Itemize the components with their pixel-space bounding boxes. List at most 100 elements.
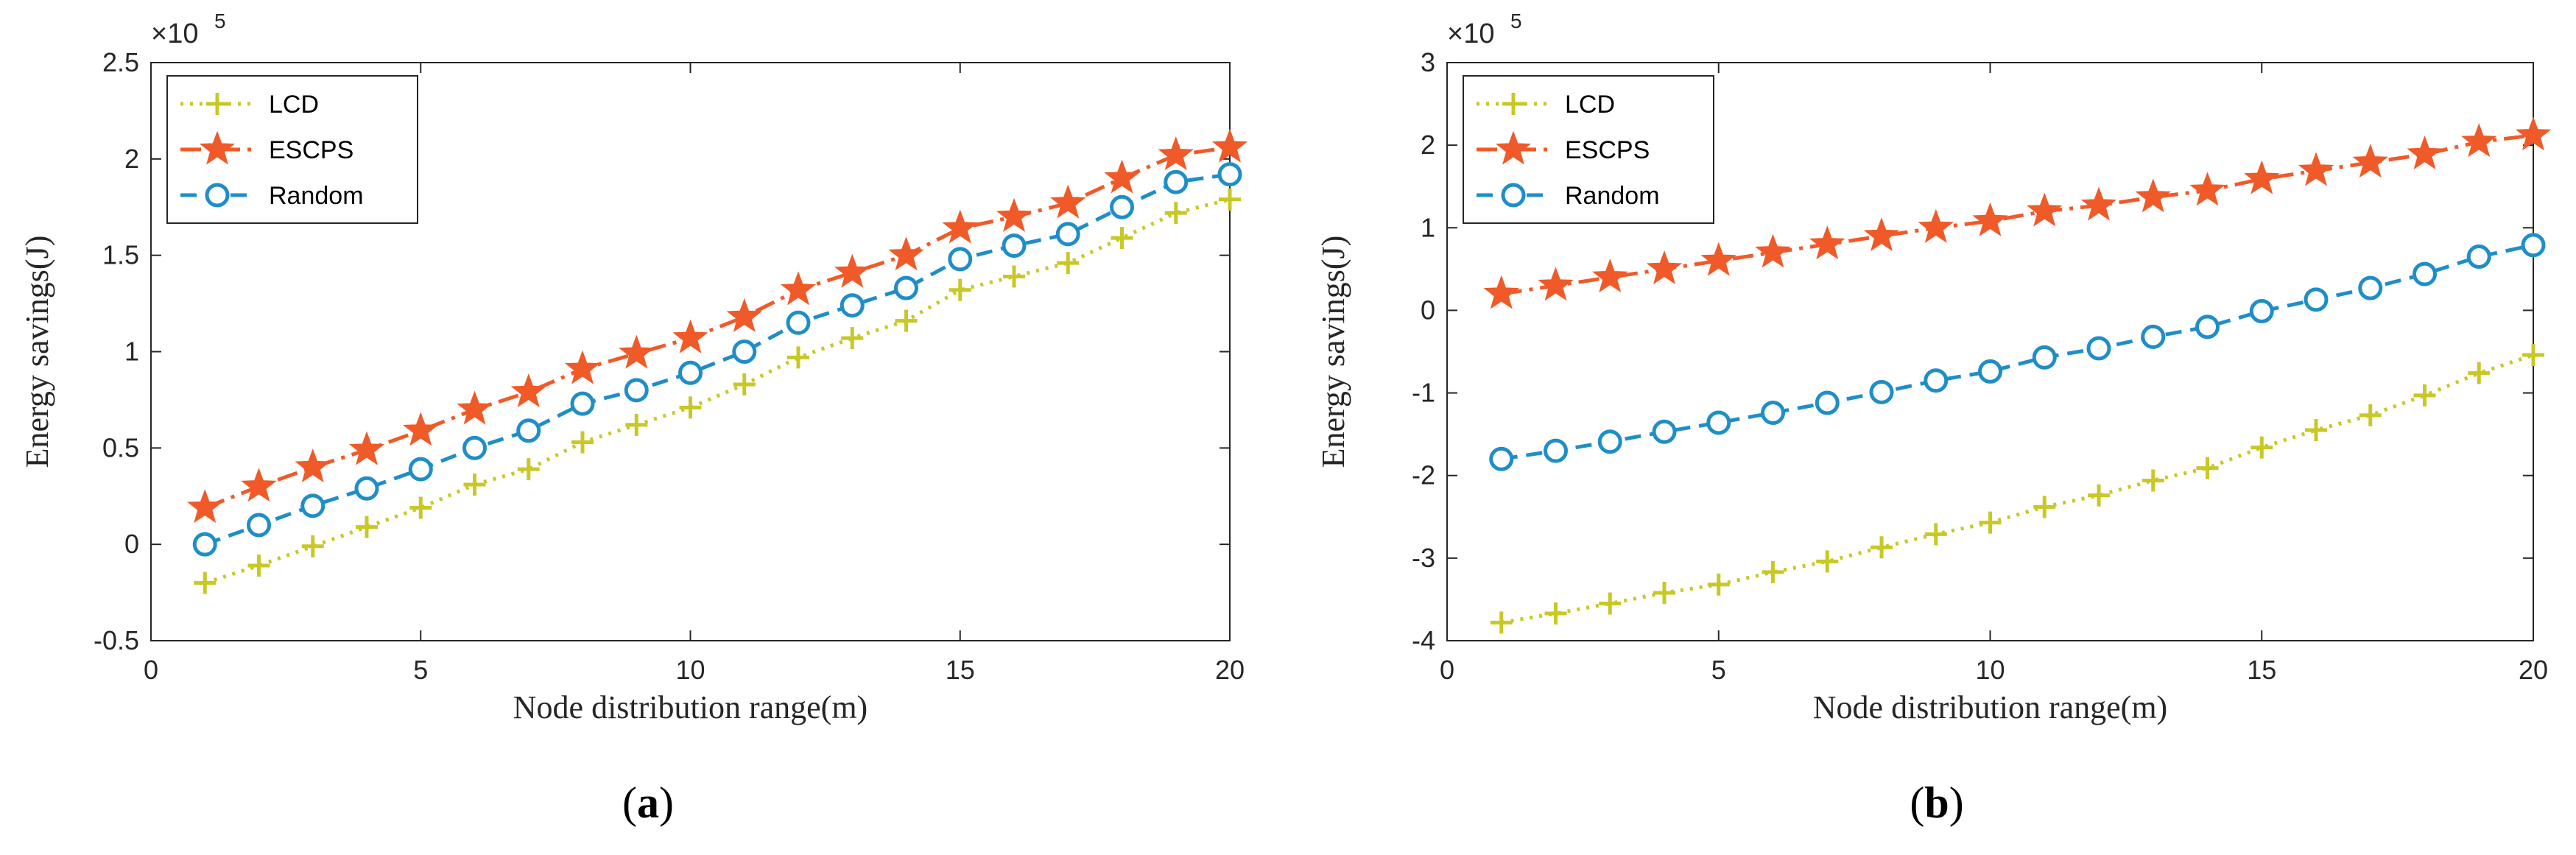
y-tick-label: 2.5 xyxy=(102,47,139,77)
legend-label: LCD xyxy=(1565,91,1615,119)
data-point xyxy=(2358,275,2383,300)
x-tick-label: 10 xyxy=(1975,655,2005,685)
series-lcd xyxy=(194,188,1241,594)
y-tick-label: 0 xyxy=(124,529,139,559)
data-point xyxy=(672,319,708,353)
y-multiplier-exponent: 5 xyxy=(214,10,226,32)
data-point xyxy=(1761,400,1785,425)
caption-paren-close: ) xyxy=(1949,778,1964,827)
data-point xyxy=(2304,287,2329,312)
data-point xyxy=(1700,242,1736,276)
data-point xyxy=(356,516,378,538)
y-tick-label: 1 xyxy=(124,337,139,367)
data-point xyxy=(2521,233,2546,258)
data-point xyxy=(1489,446,1514,471)
data-point xyxy=(247,554,270,577)
data-point xyxy=(780,271,817,306)
data-point xyxy=(408,457,433,482)
data-point xyxy=(942,209,978,244)
data-point xyxy=(2468,362,2491,384)
data-point xyxy=(2086,336,2111,361)
y-tick-label: 0.5 xyxy=(102,432,139,462)
data-point xyxy=(1003,265,1025,288)
data-point xyxy=(1972,202,2008,236)
y-tick-label: -3 xyxy=(1412,543,1435,573)
data-point xyxy=(619,334,655,369)
data-point xyxy=(2466,244,2491,270)
y-tick-label: -2 xyxy=(1412,460,1435,490)
y-tick-label: 1 xyxy=(1421,212,1435,242)
data-point xyxy=(2196,457,2219,479)
y-tick-label: 1.5 xyxy=(102,240,139,270)
data-point xyxy=(517,458,540,481)
data-point xyxy=(1918,208,1954,243)
data-point xyxy=(2305,419,2327,442)
legend-label: ESCPS xyxy=(269,136,353,164)
legend-marker xyxy=(1495,130,1532,165)
legend-label: Random xyxy=(1565,182,1660,210)
data-point xyxy=(732,339,757,364)
data-point xyxy=(1211,128,1248,163)
data-point xyxy=(1544,602,1567,624)
caption-paren-close: ) xyxy=(659,778,674,827)
caption-paren-open: ( xyxy=(1910,778,1924,827)
data-point xyxy=(1815,390,1840,415)
data-point xyxy=(1979,511,2002,534)
legend: LCD ESCPS Random xyxy=(1463,75,1714,224)
data-point xyxy=(194,571,217,594)
data-point xyxy=(2142,469,2164,492)
x-tick-label: 0 xyxy=(144,655,158,685)
data-point xyxy=(462,435,487,460)
panel-b: 0 5 10 15 20 -4 -3 -2 -1 0 1 2 3 ×10 5 Node distributio… xyxy=(1315,10,2552,827)
data-point xyxy=(1111,227,1133,250)
x-tick-label: 10 xyxy=(675,655,705,685)
data-point xyxy=(241,468,277,502)
x-tick-label: 20 xyxy=(2519,655,2548,685)
data-point xyxy=(2251,436,2273,459)
legend: LCD ESCPS Random xyxy=(166,75,418,224)
data-point xyxy=(840,293,865,318)
series-line xyxy=(204,145,1231,510)
legend-marker xyxy=(199,130,236,165)
data-point xyxy=(1706,410,1731,435)
data-point xyxy=(1978,359,2002,384)
data-point xyxy=(1653,581,1675,604)
x-tick-label: 15 xyxy=(946,655,975,685)
data-point xyxy=(894,275,918,300)
series-random xyxy=(192,162,1242,557)
data-point xyxy=(2461,123,2497,158)
data-point xyxy=(192,532,217,557)
data-point xyxy=(841,327,864,350)
data-point xyxy=(1599,592,1622,615)
data-point xyxy=(571,431,594,454)
data-point xyxy=(1755,233,1791,268)
y-tick-label: 2 xyxy=(124,144,139,174)
y-multiplier-exponent: 5 xyxy=(1510,10,1522,32)
data-point xyxy=(1055,222,1080,247)
legend-marker xyxy=(1502,93,1524,115)
data-point xyxy=(2080,186,2117,221)
data-point xyxy=(2033,496,2056,518)
x-axis-label: Node distribution range(m) xyxy=(513,689,868,725)
data-point xyxy=(1483,275,1519,309)
data-point xyxy=(300,493,325,518)
data-point xyxy=(354,476,379,501)
y-axis-label: Energy savings(J) xyxy=(1315,236,1351,468)
caption-letter: b xyxy=(1924,778,1949,827)
x-tick-label: 20 xyxy=(1215,655,1245,685)
legend-marker xyxy=(206,93,228,115)
data-point xyxy=(1924,523,1947,546)
y-tick-label: 3 xyxy=(1421,47,1435,77)
data-point xyxy=(1110,194,1134,219)
data-point xyxy=(678,360,703,385)
data-point xyxy=(1057,252,1080,275)
data-point xyxy=(1707,573,1730,596)
data-point xyxy=(1869,379,1894,404)
data-point xyxy=(1217,162,1242,187)
data-point xyxy=(2141,324,2166,349)
series-escps xyxy=(1483,116,2552,309)
legend-marker xyxy=(1501,183,1526,208)
data-point xyxy=(1164,202,1187,225)
series-lcd xyxy=(1490,343,2544,634)
series-random xyxy=(1489,233,2546,471)
